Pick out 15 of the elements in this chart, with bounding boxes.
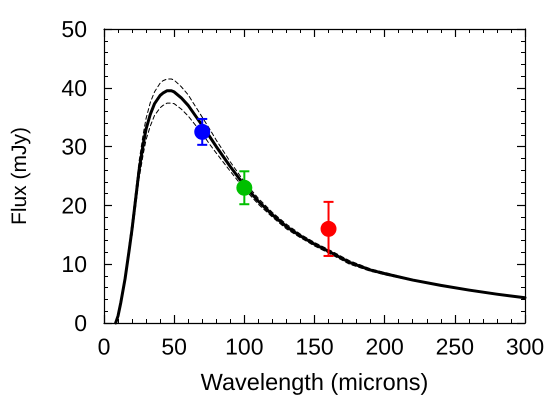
y-tick-label: 20 <box>61 192 87 218</box>
x-tick-label: 200 <box>365 334 404 360</box>
x-tick-label: 250 <box>436 334 474 360</box>
x-tick-label: 300 <box>506 334 544 360</box>
x-axis-title: Wavelength (microns) <box>200 369 428 395</box>
y-tick-label: 40 <box>61 74 87 101</box>
y-tick-label: 50 <box>61 16 87 42</box>
x-tick-label: 150 <box>295 334 334 360</box>
x-tick-label: 0 <box>98 334 110 360</box>
y-tick-label: 30 <box>61 134 87 160</box>
x-tick-label: 100 <box>225 334 264 360</box>
y-axis-title: Flux (mJy) <box>8 127 31 225</box>
y-tick-label: 0 <box>74 310 87 336</box>
x-tick-label: 50 <box>161 334 187 360</box>
y-tick-label: 10 <box>61 251 87 278</box>
